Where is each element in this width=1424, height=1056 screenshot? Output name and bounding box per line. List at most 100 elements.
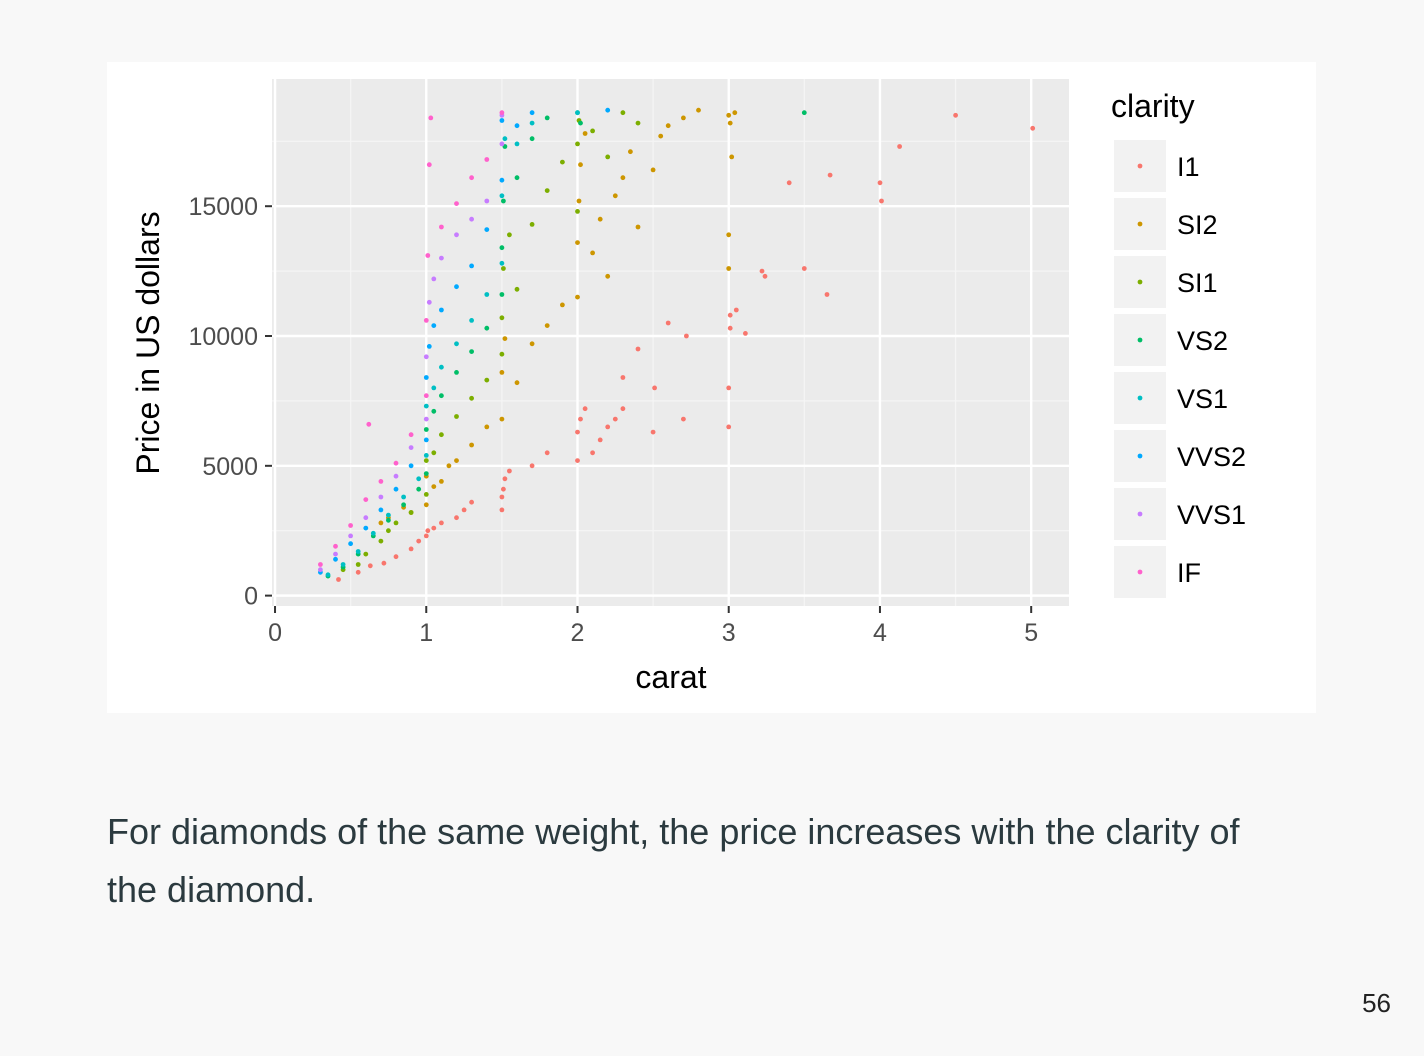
axes: 0 1 2 3 4 5 0 5000 10000 15000 xyxy=(188,193,1038,647)
data-point xyxy=(484,377,490,383)
data-point xyxy=(393,460,399,466)
data-point xyxy=(650,429,656,435)
data-point xyxy=(367,563,373,569)
data-point xyxy=(431,385,437,391)
data-point xyxy=(370,530,376,536)
data-point xyxy=(582,131,588,136)
data-point xyxy=(340,562,346,567)
legend-item: VS2 xyxy=(1114,314,1228,366)
data-point xyxy=(381,560,387,566)
data-point xyxy=(401,494,406,500)
data-point xyxy=(514,123,520,129)
data-point xyxy=(333,551,338,557)
data-point xyxy=(590,128,595,134)
data-point xyxy=(897,144,902,149)
data-point xyxy=(953,112,958,118)
data-point xyxy=(469,499,474,505)
data-point xyxy=(469,263,474,269)
data-point xyxy=(423,403,429,409)
data-point xyxy=(605,273,611,279)
data-point xyxy=(499,177,505,183)
series-si2 xyxy=(378,107,738,526)
legend-label: VS2 xyxy=(1177,326,1228,356)
data-point xyxy=(454,201,459,207)
data-point xyxy=(514,380,520,386)
data-point xyxy=(469,349,474,354)
data-point xyxy=(333,556,338,562)
legend-label: VS1 xyxy=(1177,384,1228,414)
series-if xyxy=(318,110,505,567)
data-point xyxy=(544,188,550,193)
data-point xyxy=(423,502,429,508)
data-point xyxy=(726,385,732,391)
legend-label: SI1 xyxy=(1177,268,1218,298)
data-point xyxy=(650,167,656,173)
legend-title: clarity xyxy=(1111,88,1195,124)
data-point xyxy=(423,427,429,432)
data-point xyxy=(1030,125,1036,131)
x-tick-label: 3 xyxy=(722,619,736,647)
data-point xyxy=(439,393,444,399)
data-point xyxy=(336,577,341,582)
x-tick-label: 1 xyxy=(419,619,433,647)
data-point xyxy=(431,408,437,414)
data-point xyxy=(469,318,474,323)
data-point xyxy=(620,375,626,380)
data-point xyxy=(762,273,768,279)
data-point xyxy=(733,307,739,313)
data-point xyxy=(439,307,444,313)
data-point xyxy=(786,180,792,186)
data-point xyxy=(620,110,626,116)
data-point xyxy=(439,520,444,526)
data-point xyxy=(529,341,535,347)
data-point xyxy=(408,463,414,469)
data-point xyxy=(408,546,414,552)
data-point xyxy=(824,292,830,297)
series-vs1 xyxy=(325,110,580,578)
data-point xyxy=(620,406,626,412)
data-point xyxy=(696,107,701,113)
data-point xyxy=(529,120,535,126)
data-point xyxy=(743,331,748,336)
data-point xyxy=(378,538,384,544)
data-point xyxy=(423,318,429,323)
data-point xyxy=(514,141,520,147)
data-point xyxy=(575,429,580,435)
data-point xyxy=(378,520,384,526)
data-point xyxy=(727,325,733,331)
x-tick-label: 0 xyxy=(268,619,282,647)
data-point xyxy=(333,543,338,549)
x-tick-label: 2 xyxy=(571,619,585,647)
data-point xyxy=(732,110,738,116)
data-point xyxy=(423,492,429,497)
legend-swatch xyxy=(1137,453,1143,459)
legend: I1 SI2 SI1 VS2 VS1 VVS2 VVS1 IF xyxy=(1114,140,1246,598)
legend-swatch xyxy=(1137,163,1143,169)
data-point xyxy=(348,533,353,539)
data-point xyxy=(446,463,452,469)
y-tick-label: 0 xyxy=(244,583,258,611)
data-point xyxy=(454,515,459,521)
data-point xyxy=(439,432,444,438)
data-point xyxy=(431,450,437,456)
data-point xyxy=(393,554,399,560)
legend-item: I1 xyxy=(1114,140,1200,192)
y-axis-title: Price in US dollars xyxy=(130,211,166,474)
data-point xyxy=(431,323,437,328)
legend-swatch xyxy=(1137,221,1143,227)
data-point xyxy=(439,479,444,484)
scatter-chart: 0 1 2 3 4 5 0 5000 10000 15000 carat Price in US … xyxy=(130,79,1246,695)
data-point xyxy=(502,336,508,341)
data-point xyxy=(454,232,459,238)
legend-item: SI1 xyxy=(1114,256,1218,308)
data-point xyxy=(590,450,595,456)
data-point xyxy=(484,198,490,204)
legend-swatch xyxy=(1137,569,1143,575)
data-point xyxy=(575,240,580,246)
page-number: 56 xyxy=(1362,988,1391,1018)
data-point xyxy=(801,110,807,116)
data-point xyxy=(355,549,361,554)
data-point xyxy=(426,299,432,305)
data-point xyxy=(408,432,414,438)
legend-swatch xyxy=(1137,395,1143,401)
